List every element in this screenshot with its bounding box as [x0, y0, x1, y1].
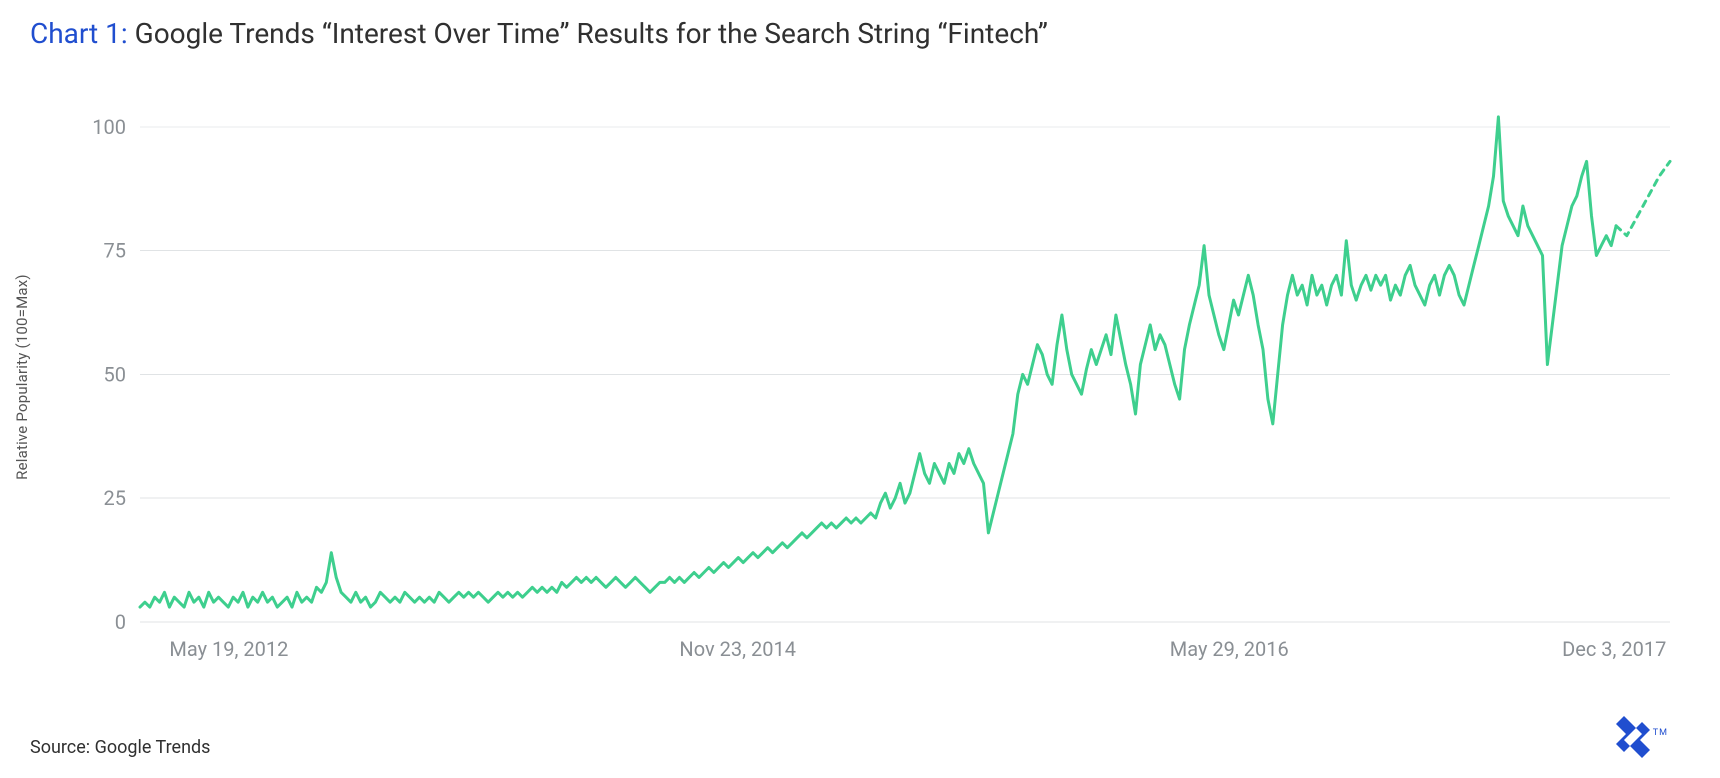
x-tick-label: May 19, 2012 [169, 637, 288, 661]
y-tick-label: 75 [104, 239, 126, 263]
y-tick-label: 25 [104, 487, 126, 511]
x-tick-label: Dec 3, 2017 [1562, 637, 1666, 661]
y-tick-label: 50 [104, 363, 126, 387]
y-tick-label: 0 [115, 610, 126, 634]
line-chart-svg: 0 25 50 75 100 May 19, 2012 Nov 23, 2014 May 29… [70, 72, 1690, 682]
source-caption: Source: Google Trends [30, 737, 210, 758]
x-tick-label: May 29, 2016 [1170, 637, 1289, 661]
series-line-projection [1616, 162, 1670, 236]
x-tick-label: Nov 23, 2014 [679, 637, 796, 661]
plot-area: Relative Popularity (100=Max) 0255075100… [30, 72, 1690, 682]
y-tick-label: 100 [92, 115, 126, 139]
logo-trademark: TM [1653, 728, 1668, 738]
chart-title-text: Google Trends “Interest Over Time” Resul… [135, 17, 1048, 50]
chart-title-prefix: Chart 1: [30, 17, 128, 50]
chart-title: Chart 1: Google Trends “Interest Over Ti… [30, 16, 1690, 52]
series-line [140, 117, 1616, 607]
toptal-logo-icon [1616, 716, 1650, 758]
y-axis-label: Relative Popularity (100=Max) [13, 275, 31, 481]
